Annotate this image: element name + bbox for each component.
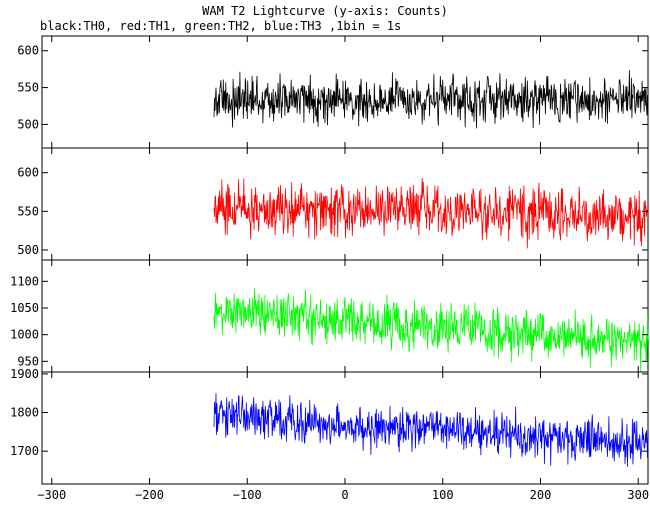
y-tick-label: 1100 [10,274,39,288]
x-tick-label: −300 [37,488,66,502]
x-tick-label: −100 [233,488,262,502]
x-tick-label: 200 [530,488,552,502]
series-line-th2 [213,288,649,373]
y-tick-label: 550 [17,81,39,95]
x-tick-label: −200 [135,488,164,502]
x-tick-label: 0 [341,488,348,502]
y-tick-label: 1050 [10,301,39,315]
chart-subtitle: black:TH0, red:TH1, green:TH2, blue:TH3 … [40,19,402,33]
y-tick-label: 600 [17,166,39,180]
y-tick-label: 500 [17,117,39,131]
series-line-th3 [213,393,649,467]
y-tick-label: 600 [17,44,39,58]
x-tick-label: 100 [432,488,454,502]
panel-frame-th1 [41,147,649,261]
series-line-th0 [213,70,649,129]
x-tick-label: 300 [627,488,649,502]
y-tick-label: 1900 [10,367,39,381]
y-tick-label: 550 [17,204,39,218]
y-tick-label: 950 [17,354,39,368]
y-tick-label: 1700 [10,444,39,458]
y-tick-label: 500 [17,243,39,257]
y-tick-label: 1800 [10,406,39,420]
series-line-th1 [213,177,649,249]
chart-title: WAM T2 Lightcurve (y-axis: Counts) [202,4,448,18]
y-tick-label: 1000 [10,328,39,342]
